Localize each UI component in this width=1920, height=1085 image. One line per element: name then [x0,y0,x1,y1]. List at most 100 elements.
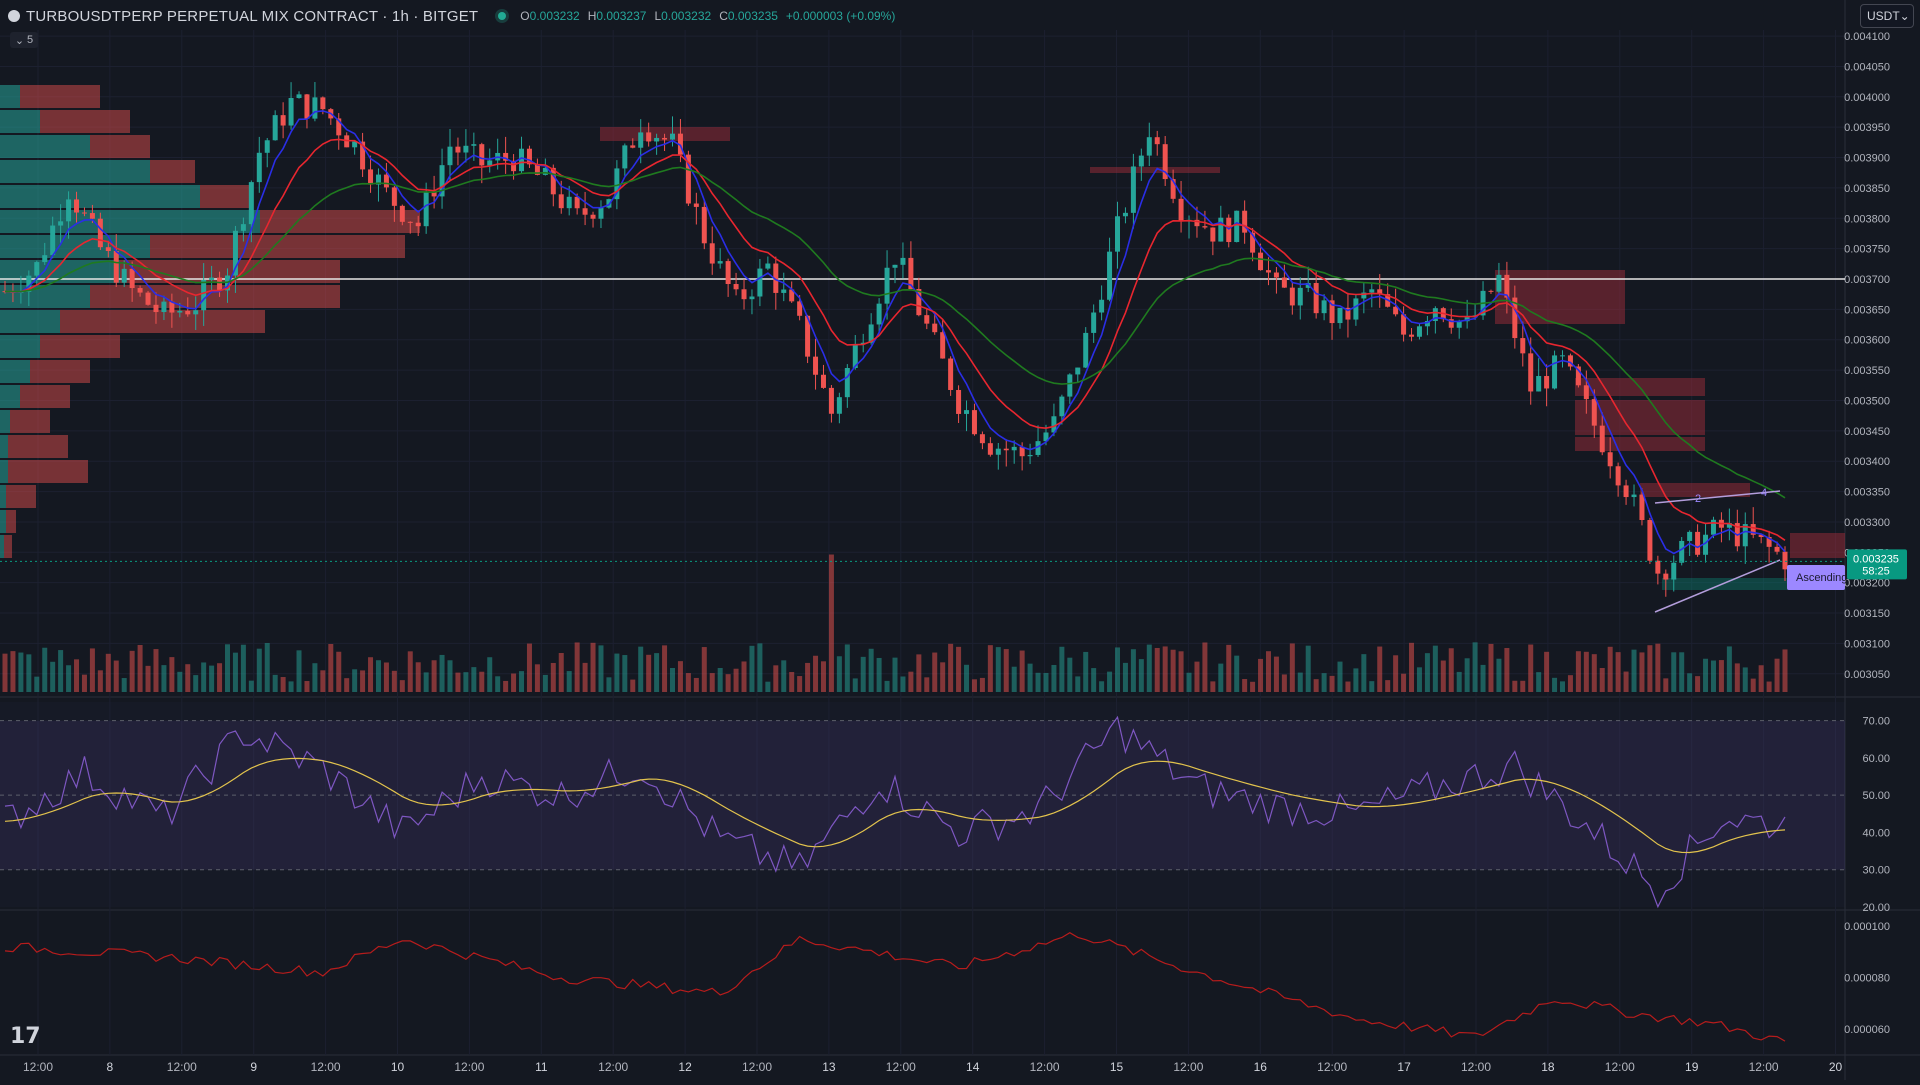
volume-bar [1289,643,1295,692]
volume-bar [1599,667,1605,692]
pattern-upper-line [1654,490,1781,504]
volume-bar [431,660,437,692]
volume-bar [121,678,127,692]
symbol-title[interactable]: TURBOUSDTPERP PERPETUAL MIX CONTRACT · 1… [26,7,479,25]
price-axis-label: 0.004100 [1844,31,1890,43]
candle-body [1122,212,1128,217]
volume-bar [1448,648,1454,692]
chevron-down-icon: ⌄ [14,34,25,47]
volume-bar [1440,660,1446,692]
volume-bar [153,649,159,692]
candle-body [320,97,326,110]
candle-body [741,289,747,300]
volume-bar [1107,671,1113,692]
volume-bar [1544,651,1550,692]
candle-body [1321,300,1327,314]
ema-slow-line [4,166,1786,499]
volume-bar [725,674,731,692]
candle-body [876,303,882,325]
volume-bar [1218,663,1224,692]
candle-body [1766,536,1772,547]
volume-profile-bar [8,435,68,458]
tradingview-logo-icon[interactable]: 𝟭𝟳 [10,1024,41,1049]
volume-bar [1385,680,1391,692]
candle-body [455,146,461,153]
volume-bar [1528,644,1534,692]
candle-body [1512,297,1518,339]
volume-bar [479,671,485,692]
time-axis-label: 19 [1685,1060,1699,1074]
volume-profile-bar [0,435,8,458]
candle-body [296,94,302,99]
candle-body [1329,300,1335,324]
volume-profile-bar [40,110,130,133]
volume-bar [256,648,262,692]
candle-body [1051,416,1057,433]
candle-body [1687,531,1693,541]
currency-select[interactable]: USDT ⌄ [1860,4,1914,28]
candle-body [1742,524,1748,547]
volume-bar [1742,667,1748,692]
volume-bar [391,670,397,692]
volume-bar [685,673,691,692]
price-axis-label: 0.004000 [1844,92,1890,104]
volume-bar [1258,658,1264,692]
candle-body [1710,519,1716,535]
candle-body [1011,446,1017,451]
candle-body [979,434,985,444]
time-axis-label: 10 [391,1060,405,1074]
candle-body [193,310,199,315]
volume-bar [1059,646,1065,692]
candle-body [987,443,993,455]
candle-body [828,387,834,414]
volume-bar [1766,681,1772,692]
candle-body [813,356,819,375]
indicators-collapse-button[interactable]: ⌄ 5 [10,32,38,48]
volume-bar [105,653,111,692]
volume-bar [10,651,16,692]
candle-body [161,301,167,313]
time-axis-label: 12:00 [886,1060,916,1074]
candle-body [638,132,644,148]
candle-body [1019,446,1025,457]
volume-bar [1710,660,1716,692]
volume-bar [169,657,175,692]
candle-body [964,410,970,414]
candle-body [1615,466,1621,486]
volume-bar [455,672,461,692]
ema-fast-line [4,110,1786,555]
volume-profile-bar [0,235,150,258]
candle-body [1448,319,1454,328]
volume-bar [1154,647,1160,692]
candle-body [709,243,715,264]
candle-body [232,230,238,276]
volume-bar [201,662,207,692]
volume-bar [1623,671,1629,692]
volume-bar [336,651,342,692]
candle-body [1258,252,1264,271]
volume-bar [606,677,612,692]
candle-body [105,247,111,251]
volume-profile-bar [0,485,6,508]
volume-bar [1202,642,1208,692]
candle-body [1504,274,1510,298]
candle-body [1107,251,1113,300]
candle-body [526,148,532,165]
candle-body [836,397,842,414]
current-price-value: 0.003235 [1853,553,1899,565]
volume-bar [1520,680,1526,692]
candle-body [1695,531,1701,555]
time-axis-label: 8 [107,1060,114,1074]
candle-body [1575,366,1581,386]
candle-body [256,152,262,183]
volume-bar [511,673,517,692]
volume-bar [1560,681,1565,692]
indicator-count: 5 [27,34,34,46]
price-axis-label: 0.003850 [1844,183,1890,195]
candle-body [248,182,254,225]
rsi-axis-label: 30.00 [1862,865,1890,877]
volume-bar [1035,672,1041,692]
volume-bar [1122,662,1128,692]
